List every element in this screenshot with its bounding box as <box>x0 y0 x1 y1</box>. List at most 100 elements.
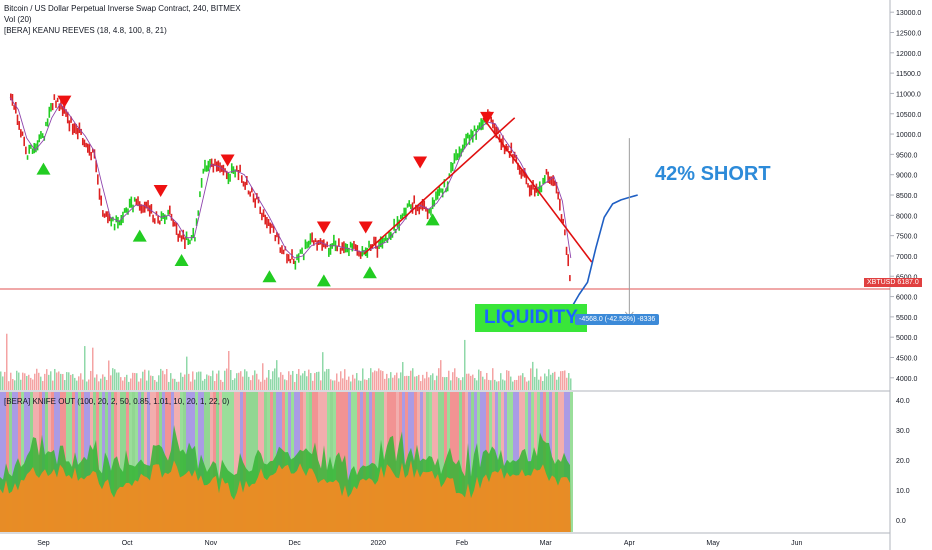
price-candle <box>180 235 183 242</box>
volume-bar <box>448 370 450 390</box>
lower-pane-stripe <box>441 392 444 532</box>
volume-bar <box>242 376 244 390</box>
volume-bar <box>356 373 358 390</box>
volume-bar <box>284 379 286 390</box>
price-candle <box>81 137 84 146</box>
price-candle <box>503 145 506 155</box>
volume-bar <box>114 369 116 390</box>
volume-bar <box>48 374 50 390</box>
price-candle <box>554 180 556 186</box>
price-candle <box>189 239 191 245</box>
lower-pane-stripe <box>210 392 213 532</box>
price-candle <box>393 218 395 231</box>
price-tick-label: 10500.0 <box>896 112 921 119</box>
lower-pane-stripe <box>144 392 147 532</box>
price-candle <box>339 247 342 255</box>
volume-bar <box>358 380 360 390</box>
volume-bar <box>280 372 282 390</box>
lower-pane-stripe <box>567 392 570 532</box>
volume-bar <box>416 376 418 390</box>
volume-bar <box>182 376 184 390</box>
price-candle <box>15 101 17 114</box>
price-candle <box>128 198 131 208</box>
volume-bar <box>200 371 202 390</box>
volume-bar <box>538 379 540 390</box>
volume-bar <box>198 371 200 390</box>
lower-pane-stripe <box>147 392 150 532</box>
price-candle <box>379 236 382 248</box>
volume-bar <box>292 370 294 390</box>
volume-bar <box>340 371 342 390</box>
price-candle <box>195 218 198 226</box>
price-candle <box>356 245 359 256</box>
volume-bar <box>250 380 252 390</box>
volume-bar <box>294 381 296 390</box>
lower-pane-stripe <box>246 392 249 532</box>
price-candle <box>18 121 20 130</box>
volume-bar <box>342 378 344 390</box>
lower-pane-stripe <box>375 392 378 532</box>
volume-bar <box>522 373 524 390</box>
price-candle <box>194 237 196 242</box>
volume-bar <box>434 380 436 390</box>
price-candle <box>478 122 481 130</box>
price-candle <box>205 165 208 172</box>
price-candle <box>557 191 559 200</box>
volume-bar <box>162 370 164 390</box>
volume-bar <box>372 372 374 390</box>
price-candle <box>204 159 206 172</box>
volume-bar <box>526 381 528 390</box>
lower-pane-stripe <box>129 392 132 532</box>
price-candle <box>184 237 186 249</box>
lower-pane-stripe <box>135 392 138 532</box>
volume-bar <box>138 381 140 390</box>
price-candle <box>358 250 360 257</box>
volume-bar <box>186 356 188 390</box>
price-candle <box>391 233 394 238</box>
price-candle <box>368 240 370 248</box>
volume-bar <box>524 377 526 390</box>
price-candle <box>520 170 523 179</box>
price-candle <box>533 188 536 197</box>
volume-bar <box>66 372 68 390</box>
volume-bar <box>310 373 312 390</box>
volume-bar <box>464 339 466 390</box>
volume-bar <box>444 377 446 390</box>
price-candle <box>433 199 436 207</box>
price-candle <box>155 211 158 216</box>
price-candle <box>564 229 566 236</box>
price-candle <box>289 258 292 264</box>
lower-pane-stripe <box>462 392 465 532</box>
lower-pane-stripe <box>234 392 237 532</box>
price-candle <box>165 215 168 220</box>
price-candle <box>530 184 533 196</box>
volume-bar <box>438 368 440 390</box>
price-candle <box>215 161 218 172</box>
lower-pane-stripe <box>213 392 216 532</box>
price-candle <box>378 240 380 249</box>
lower-pane-stripe <box>228 392 231 532</box>
volume-bar <box>72 374 74 390</box>
price-candle <box>217 160 220 172</box>
volume-bar <box>92 347 94 390</box>
lower-pane-stripe <box>132 392 135 532</box>
price-candle <box>167 209 169 215</box>
price-candle <box>348 247 350 257</box>
time-tick-label: Oct <box>122 540 133 547</box>
price-candle <box>25 146 27 155</box>
price-candle <box>68 120 71 132</box>
volume-bar <box>442 376 444 390</box>
volume-bar <box>408 375 410 390</box>
moving-average-line <box>9 97 572 259</box>
volume-bar <box>530 368 532 390</box>
price-candle <box>527 183 529 188</box>
price-candle <box>493 123 496 135</box>
price-candle <box>235 165 238 172</box>
volume-bar <box>410 370 412 390</box>
volume-bar <box>96 374 98 390</box>
lower-pane-stripe <box>225 392 228 532</box>
price-candle <box>302 253 305 261</box>
price-candle <box>230 163 233 174</box>
volume-bar <box>168 381 170 390</box>
volume-bar <box>566 377 568 390</box>
